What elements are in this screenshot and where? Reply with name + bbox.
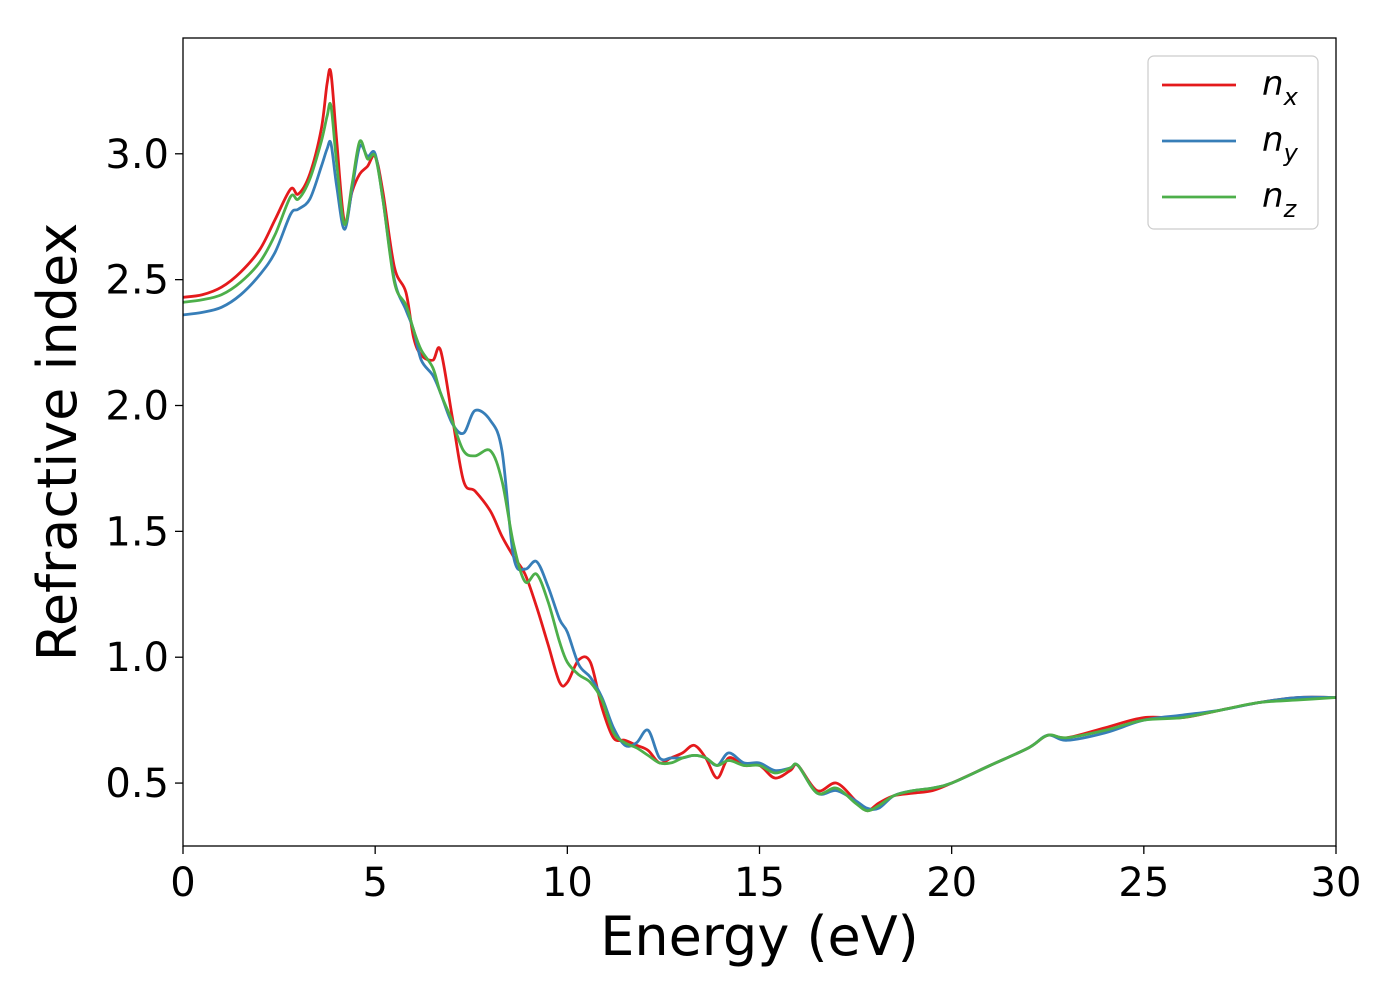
legend-label-n-z: nz [1262, 176, 1298, 223]
y-tick-label: 3.0 [105, 132, 169, 178]
series-line-n-z [183, 101, 1336, 813]
legend: nx ny nz [1147, 55, 1319, 230]
x-tick-label: 15 [734, 860, 785, 906]
x-axis-label: Energy (eV) [600, 905, 919, 968]
legend-label-n-y: ny [1262, 120, 1299, 167]
x-tick-label: 30 [1311, 860, 1362, 906]
y-axis-label: Refractive index [26, 223, 89, 662]
y-tick-label: 2.0 [105, 384, 169, 430]
legend-box [1147, 55, 1319, 230]
y-tick-label: 2.5 [105, 258, 169, 304]
series-line-n-x [183, 68, 1336, 813]
series-line-n-y [183, 139, 1336, 811]
x-tick-label: 25 [1118, 860, 1169, 906]
y-axis-ticks: 0.5 1.0 1.5 2.0 2.5 3.0 [105, 132, 183, 807]
y-tick-label: 1.0 [105, 635, 169, 681]
x-tick-label: 0 [170, 860, 195, 906]
y-tick-label: 1.5 [105, 509, 169, 555]
legend-label-n-x: nx [1262, 64, 1299, 111]
x-tick-label: 20 [926, 860, 977, 906]
x-tick-label: 5 [362, 860, 387, 906]
y-tick-label: 0.5 [105, 761, 169, 807]
x-axis-ticks: 0 5 10 15 20 25 30 [170, 846, 1361, 906]
series-layer [183, 68, 1336, 813]
x-tick-label: 10 [542, 860, 593, 906]
legend-entries: nx ny nz [1162, 64, 1299, 223]
